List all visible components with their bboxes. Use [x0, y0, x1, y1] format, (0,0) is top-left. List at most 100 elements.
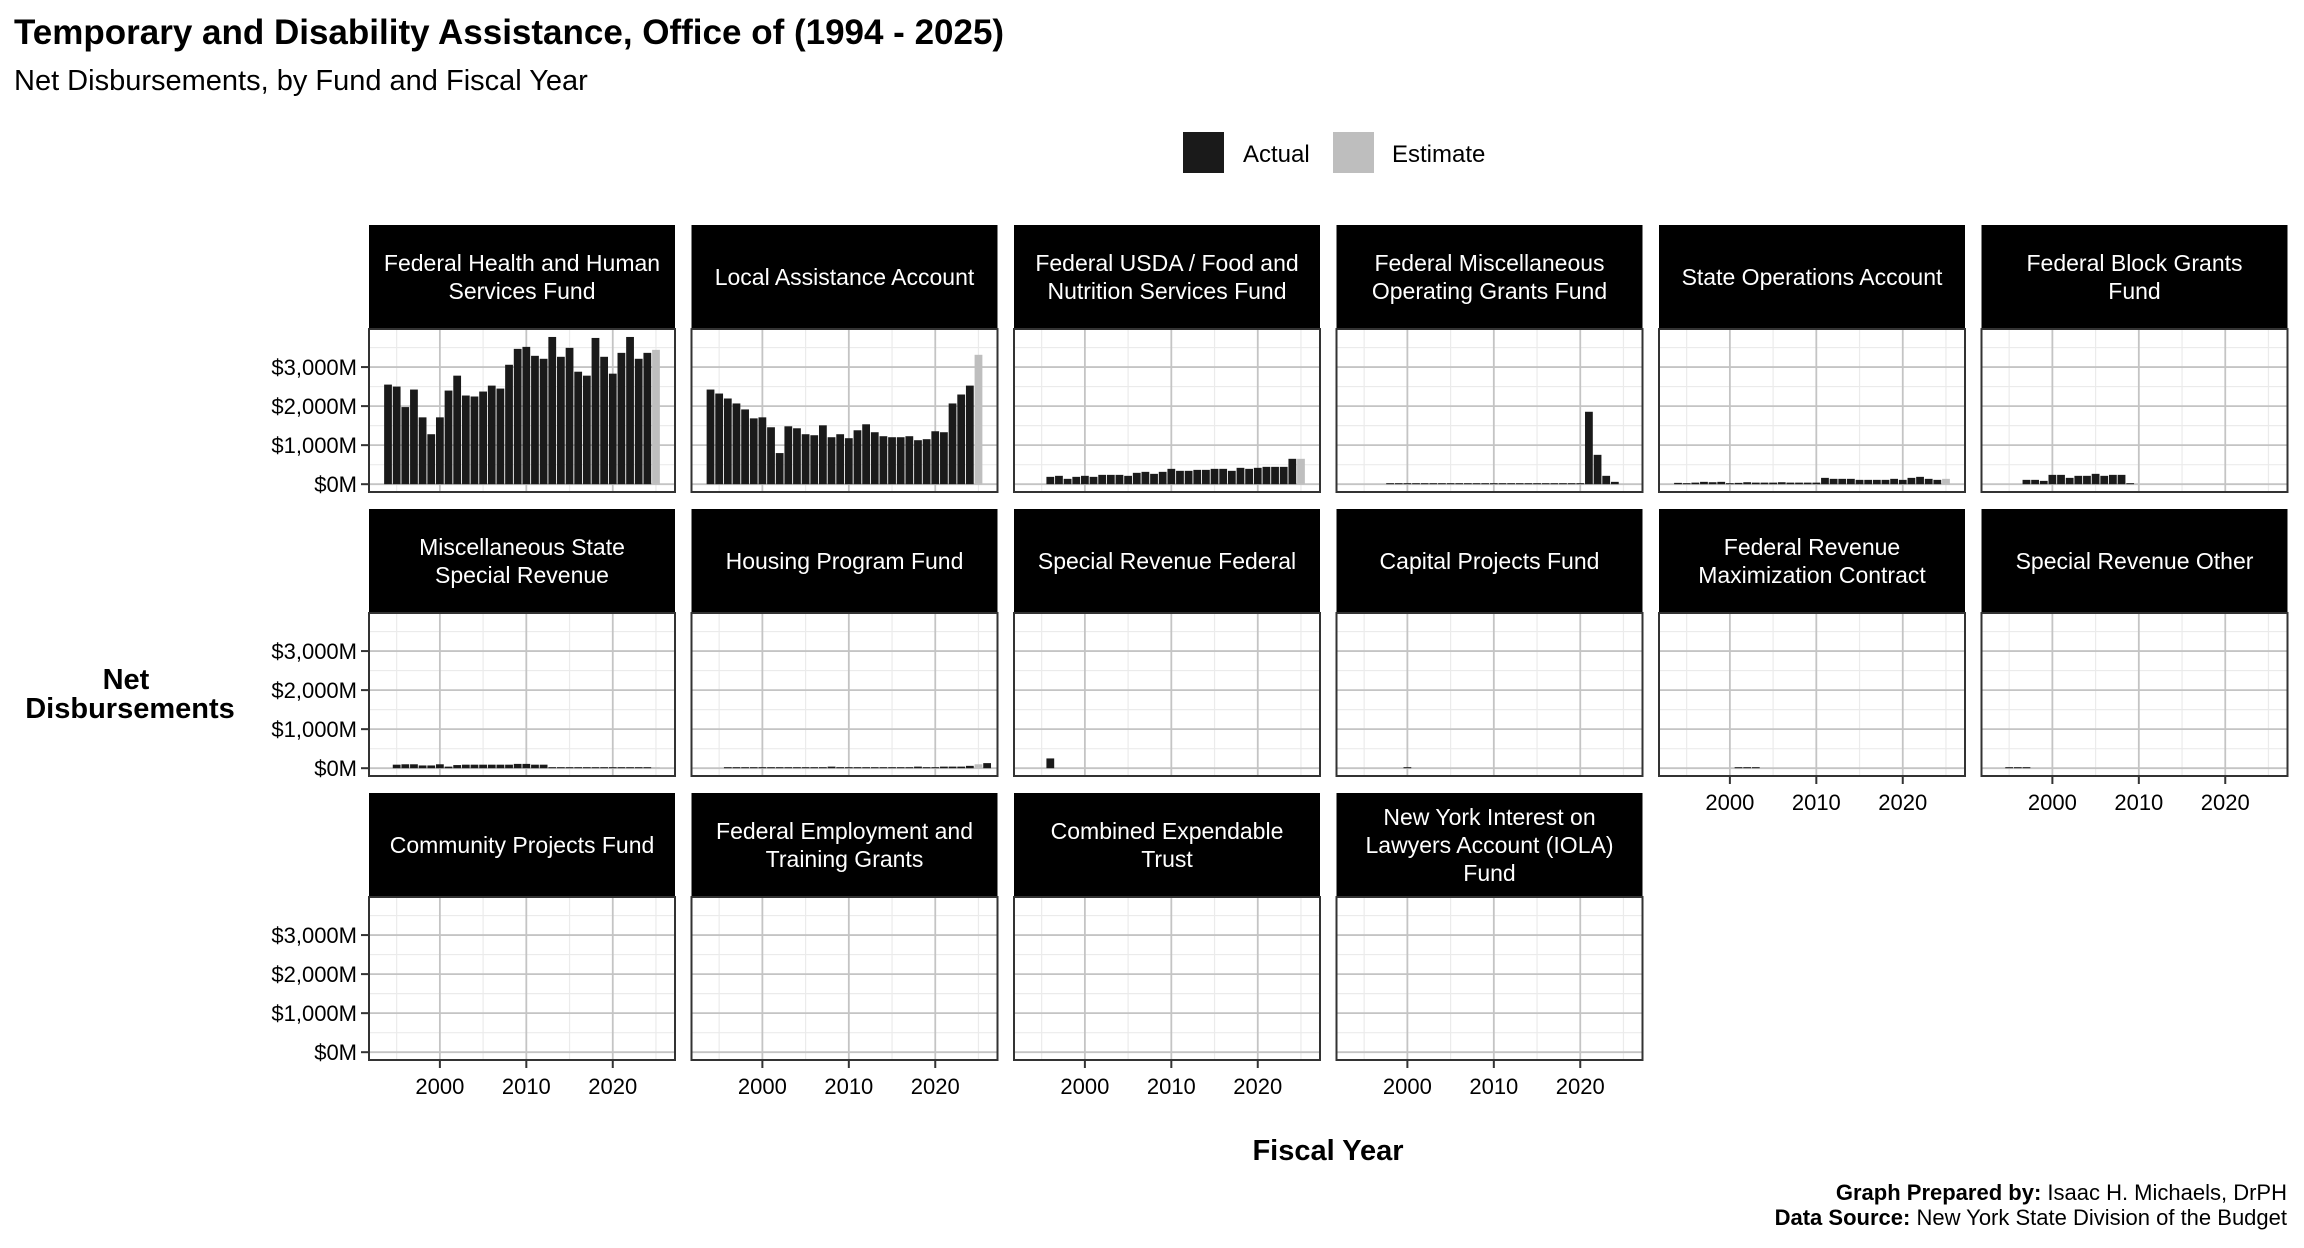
plot-background — [1014, 613, 1320, 776]
facet-strip-label: Federal Miscellaneous Operating Grants Fu… — [1372, 250, 1607, 304]
facet-strip-label: Special Revenue Federal — [1038, 548, 1296, 574]
bar — [862, 767, 870, 769]
bar — [1734, 482, 1743, 485]
bar — [1751, 482, 1760, 485]
bar — [591, 767, 600, 769]
caption-prepared-by: Graph Prepared by: Isaac H. Michaels, Dr… — [1836, 1180, 2287, 1205]
bar — [531, 764, 539, 769]
bar — [1507, 483, 1515, 485]
bar — [505, 764, 513, 769]
facet-strip — [369, 793, 675, 897]
legend: Actual Estimate — [1183, 132, 1485, 173]
bar — [392, 764, 401, 769]
bar — [801, 767, 810, 769]
bar — [965, 385, 974, 485]
bar — [470, 764, 479, 769]
bar — [732, 767, 741, 769]
y-tick-label: $1,000M — [271, 717, 357, 742]
facet-strip-label: Special Revenue Other — [2016, 548, 2254, 574]
bar — [879, 767, 888, 769]
x-tick-label: 2010 — [1469, 1074, 1518, 1099]
facet-panel: Combined Expendable Trust 2000 2010 2020 — [1013, 793, 1321, 1099]
bar — [706, 389, 715, 485]
x-tick-label: 2000 — [1383, 1074, 1432, 1099]
facet-strip — [369, 225, 675, 329]
bar — [827, 437, 836, 485]
facet-panel: New York Interest on Lawyers Account (IOL… — [1335, 793, 1644, 1099]
bar — [1803, 482, 1812, 485]
bar — [2100, 475, 2109, 485]
bar — [1602, 475, 1611, 485]
bar — [948, 403, 957, 485]
bar — [1063, 478, 1072, 485]
bar — [505, 364, 513, 485]
panel-border — [690, 328, 999, 493]
bar — [836, 767, 845, 769]
bar — [1751, 767, 1760, 769]
y-tick-label: $0M — [314, 756, 357, 781]
x-tick-label: 2000 — [1060, 1074, 1109, 1099]
bar — [1089, 476, 1098, 485]
bar — [479, 391, 487, 485]
bar — [784, 767, 793, 769]
facet-panel: State Operations Account — [1658, 225, 1966, 493]
x-tick-label: 2010 — [502, 1074, 551, 1099]
bar — [1890, 478, 1899, 485]
bar — [1760, 482, 1769, 485]
bar — [931, 767, 940, 769]
facet-panel: Special Revenue Other 2000 2010 2020 — [1980, 509, 2289, 815]
bar — [1420, 483, 1429, 485]
bar — [565, 767, 574, 769]
bar — [608, 767, 617, 769]
bar — [957, 394, 966, 485]
facet-strip — [1981, 225, 2288, 329]
bar — [1924, 478, 1933, 485]
bar — [1498, 483, 1507, 485]
bar — [418, 765, 427, 769]
bar — [1838, 478, 1847, 485]
bar — [1682, 483, 1691, 485]
plot-background — [1981, 329, 2288, 492]
bar — [643, 352, 652, 485]
bar — [2022, 767, 2031, 769]
bar — [1132, 472, 1141, 485]
bar — [1055, 475, 1063, 485]
bar — [1141, 471, 1150, 485]
facet-panel: Local Assistance Account — [690, 225, 999, 493]
plot-background — [1659, 329, 1965, 492]
facet-strip — [691, 509, 998, 613]
facet-strip — [1336, 509, 1643, 613]
bar — [470, 396, 479, 485]
bar — [1394, 483, 1403, 485]
bar — [940, 766, 948, 769]
bar — [1193, 469, 1202, 485]
bar — [1446, 483, 1455, 485]
bar — [767, 767, 775, 769]
panel-border — [1980, 612, 2289, 777]
facet-panel: Special Revenue Federal — [1013, 509, 1321, 777]
facet-strip — [1014, 509, 1320, 613]
bar — [965, 765, 974, 769]
panel-border — [1013, 612, 1321, 777]
bar — [1098, 474, 1107, 485]
bar — [1829, 478, 1838, 485]
bar — [539, 358, 548, 485]
bar — [810, 767, 819, 769]
x-tick-label: 2010 — [824, 1074, 873, 1099]
bar — [1821, 477, 1829, 485]
bar — [410, 764, 418, 769]
x-tick-label: 2020 — [588, 1074, 637, 1099]
legend-swatch-actual — [1183, 132, 1224, 173]
bar — [775, 767, 784, 769]
bar — [617, 352, 626, 485]
panel-border — [690, 896, 999, 1061]
bar — [853, 767, 862, 769]
bar — [888, 437, 896, 485]
bar — [1176, 470, 1184, 485]
bar — [1184, 470, 1193, 485]
bar — [591, 337, 600, 485]
facet-panel: Housing Program Fund — [690, 509, 999, 777]
bar — [1533, 483, 1541, 485]
bar — [767, 427, 775, 485]
bar — [513, 763, 522, 769]
